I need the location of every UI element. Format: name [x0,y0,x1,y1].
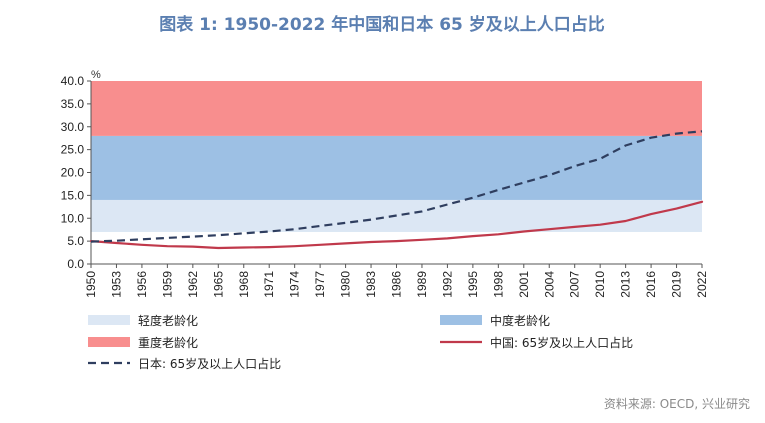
band-medium-aging [91,135,702,200]
source-note: 资料来源: OECD, 兴业研究 [604,396,750,411]
legend-label-medium: 中度老龄化 [490,313,550,328]
x-tick-label: 1950 [84,271,98,298]
chart-title: 图表 1: 1950-2022 年中国和日本 65 岁及以上人口占比 [159,14,605,35]
x-tick-label: 2019 [670,271,684,298]
x-tick-label: 1992 [440,271,454,298]
y-tick-label: 20.0 [61,166,85,180]
x-tick-label: 1956 [135,271,149,298]
x-tick-label: 2007 [568,271,582,298]
y-tick-label: 15.0 [61,188,85,202]
x-tick-label: 1962 [186,271,200,298]
x-tick-label: 1983 [364,271,378,298]
x-tick-label: 1995 [466,271,480,298]
y-tick-label: 0.0 [67,257,84,271]
china-series-line [89,200,704,250]
x-tick-label: 1959 [160,271,174,298]
legend: 轻度老龄化 中度老龄化 重度老龄化 中国: 65岁及以上人口占比 日本: 65岁… [88,313,633,371]
y-unit-label: % [91,69,101,81]
legend-swatch-medium [440,315,482,325]
legend-swatch-severe [88,337,130,347]
legend-label-severe: 重度老龄化 [138,335,198,350]
legend-label-china: 中国: 65岁及以上人口占比 [490,335,633,350]
x-tick-label: 2022 [695,271,709,298]
x-tick-label: 1971 [262,271,276,298]
x-tick-label: 1989 [415,271,429,298]
x-tick-label: 2013 [619,271,633,298]
y-tick-label: 5.0 [67,234,84,248]
legend-label-japan: 日本: 65岁及以上人口占比 [138,356,281,371]
y-tick-label: 25.0 [61,143,85,157]
legend-swatch-light [88,315,130,325]
axes: 0.0 5.0 10.0 15.0 20.0 25.0 30.0 35.0 40.0 1950 19… [61,74,709,298]
x-tick-label: 1998 [491,271,505,298]
x-tick-label: 1986 [390,271,404,298]
x-tick-label: 1974 [288,271,302,298]
y-tick-label: 35.0 [61,97,85,111]
series-lines [89,130,704,250]
x-tick-label: 2001 [517,271,531,298]
x-tick-label: 2016 [644,271,658,298]
band-severe-aging [91,81,702,136]
y-tick-label: 40.0 [61,74,85,88]
x-tick-label: 1953 [109,271,123,298]
japan-series-line [90,130,703,243]
x-tick-label: 2004 [542,271,556,298]
x-tick-label: 2010 [593,271,607,298]
y-tick-label: 30.0 [61,120,85,134]
x-tick-label: 1980 [339,271,353,298]
x-tick-label: 1965 [211,271,225,298]
aging-bands [91,81,702,232]
y-tick-label: 10.0 [61,211,85,225]
x-tick-label: 1977 [313,271,327,298]
legend-label-light: 轻度老龄化 [138,313,198,328]
x-tick-label: 1968 [237,271,251,298]
